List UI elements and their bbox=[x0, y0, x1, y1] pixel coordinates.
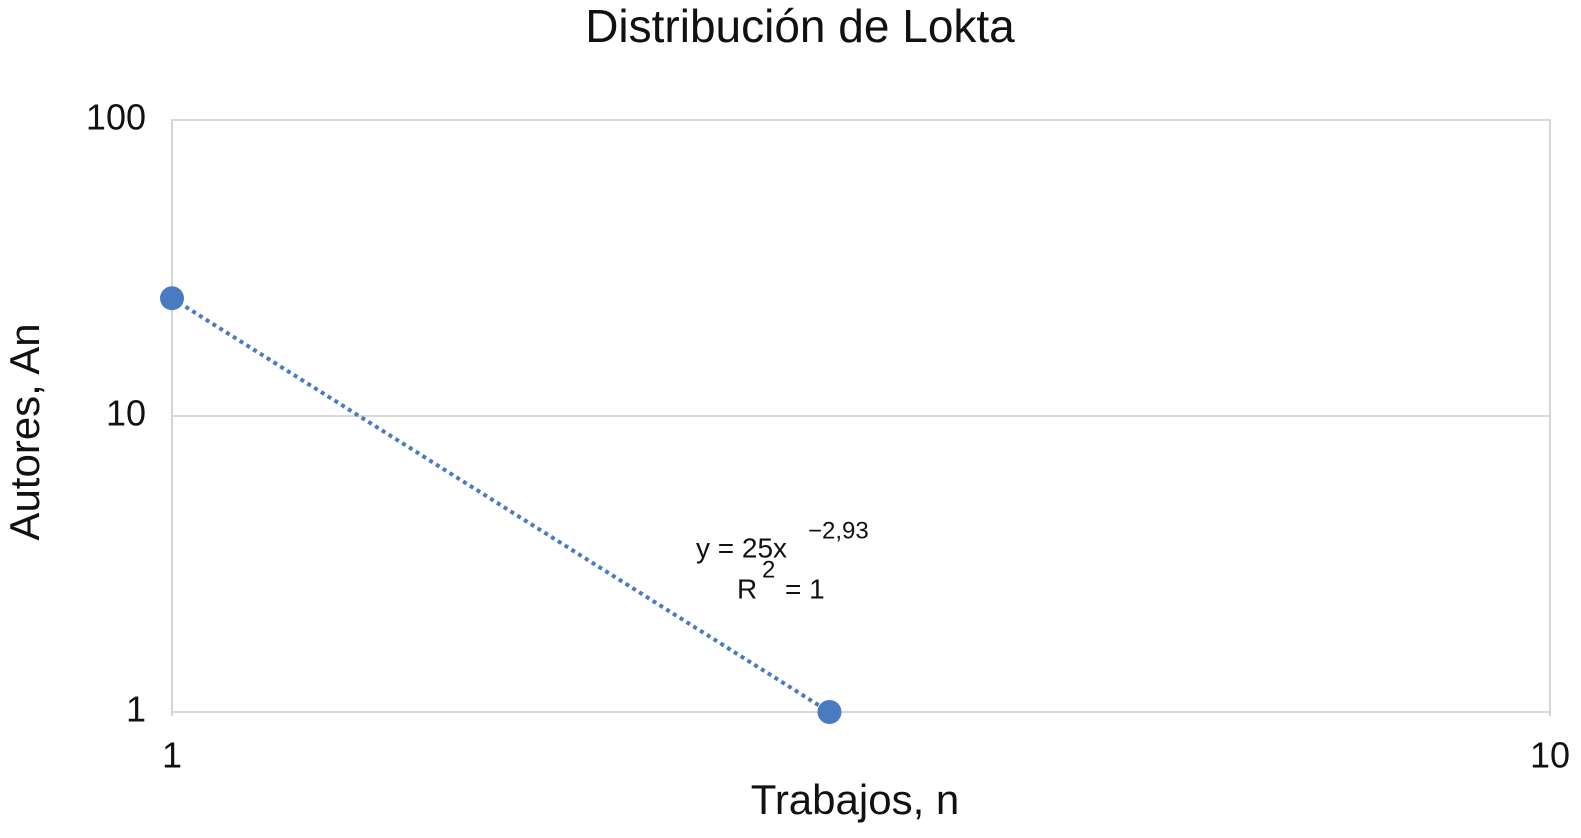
x-axis-label: Trabajos, n bbox=[751, 776, 960, 823]
y-axis-label: Autores, An bbox=[1, 323, 48, 540]
x-tick-label: 1 bbox=[162, 735, 182, 776]
chart-title: Distribución de Lokta bbox=[585, 0, 1015, 52]
trendline bbox=[170, 296, 831, 714]
equation: y = 25x bbox=[696, 532, 787, 563]
r-squared: R bbox=[737, 573, 757, 604]
equation-exponent: −2,93 bbox=[808, 517, 869, 544]
data-point bbox=[160, 286, 184, 311]
r-squared-value: = 1 bbox=[785, 573, 825, 604]
y-tick-label: 10 bbox=[106, 393, 146, 434]
data-point bbox=[817, 700, 842, 724]
r-squared-exponent: 2 bbox=[762, 556, 775, 583]
y-tick-label: 100 bbox=[86, 97, 146, 138]
y-tick-label: 1 bbox=[126, 689, 146, 730]
x-tick-label: 10 bbox=[1530, 735, 1570, 776]
